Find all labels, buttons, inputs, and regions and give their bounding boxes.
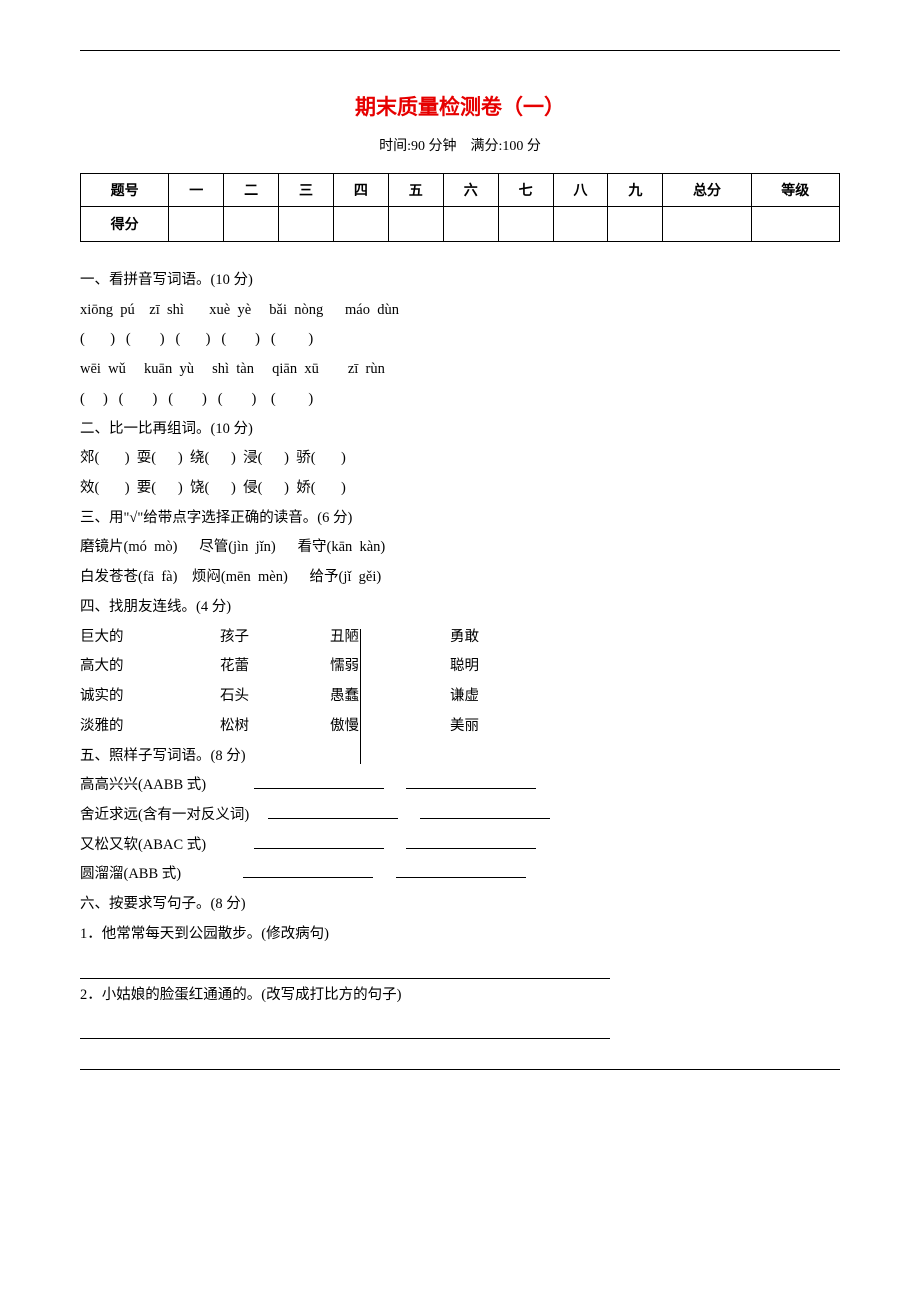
answer-line: [80, 1016, 610, 1039]
q6-item: 2．小姑娘的脸蛋红通通的。(改写成打比方的句子): [80, 981, 840, 1011]
score-cell: [224, 207, 279, 242]
exam-page: 期末质量检测卷（一） 时间:90 分钟 满分:100 分 题号 一 二 三 四 …: [0, 0, 920, 1302]
matching-cell: 石头: [220, 682, 330, 712]
matching-cell: 高大的: [80, 652, 220, 682]
score-cell: [169, 207, 224, 242]
matching-cell: 勇敢: [450, 623, 550, 653]
q2-row: 郊( ) 耍( ) 绕( ) 浸( ) 骄( ): [80, 444, 840, 474]
question-4: 四、找朋友连线。(4 分) 巨大的 孩子 丑陋 勇敢 高大的 花蕾 懦弱 聪明 …: [80, 593, 840, 742]
q5-label: 舍近求远(含有一对反义词): [80, 807, 249, 823]
score-value-row: 得分: [81, 207, 840, 242]
q5-label: 高高兴兴(AABB 式): [80, 777, 206, 793]
blank: [406, 774, 536, 789]
q1-paren-row: ( ) ( ) ( ) ( ) ( ): [80, 385, 840, 415]
score-table: 题号 一 二 三 四 五 六 七 八 九 总分 等级 得分: [80, 173, 840, 242]
blank: [254, 774, 384, 789]
q2-row: 效( ) 要( ) 饶( ) 侵( ) 娇( ): [80, 474, 840, 504]
matching-cell: 丑陋: [330, 623, 450, 653]
score-header-cell: 七: [498, 174, 553, 207]
score-header-cell: 二: [224, 174, 279, 207]
matching-divider: [360, 629, 361, 764]
matching-row: 诚实的 石头 愚蠢 谦虚: [80, 682, 840, 712]
q5-item: 高高兴兴(AABB 式): [80, 771, 840, 801]
blank: [254, 834, 384, 849]
q5-item: 圆溜溜(ABB 式): [80, 860, 840, 890]
score-header-cell: 一: [169, 174, 224, 207]
question-5: 五、照样子写词语。(8 分) 高高兴兴(AABB 式) 舍近求远(含有一对反义词…: [80, 742, 840, 891]
score-header-cell: 四: [333, 174, 388, 207]
score-cell: [751, 207, 839, 242]
matching-cell: 愚蠢: [330, 682, 450, 712]
q1-pinyin-row: wēi wǔ kuān yù shì tàn qiān xū zī rùn: [80, 355, 840, 385]
score-cell: [498, 207, 553, 242]
exam-subtitle: 时间:90 分钟 满分:100 分: [80, 135, 840, 155]
score-cell: [553, 207, 608, 242]
matching-cell: 淡雅的: [80, 712, 220, 742]
score-header-cell: 五: [388, 174, 443, 207]
matching-cell: 巨大的: [80, 623, 220, 653]
q3-heading: 三、用"√"给带点字选择正确的读音。(6 分): [80, 504, 840, 534]
q5-label: 又松又软(ABAC 式): [80, 837, 206, 853]
q5-heading: 五、照样子写词语。(8 分): [80, 742, 840, 772]
blank: [268, 804, 398, 819]
blank: [420, 804, 550, 819]
score-header-cell: 等级: [751, 174, 839, 207]
blank: [406, 834, 536, 849]
q6-heading: 六、按要求写句子。(8 分): [80, 890, 840, 920]
score-header-cell: 九: [608, 174, 663, 207]
blank: [243, 863, 373, 878]
matching-cell: 花蕾: [220, 652, 330, 682]
q6-item: 1．他常常每天到公园散步。(修改病句): [80, 920, 840, 950]
q5-item: 舍近求远(含有一对反义词): [80, 801, 840, 831]
matching-cell: 聪明: [450, 652, 550, 682]
matching-cell: 傲慢: [330, 712, 450, 742]
score-header-cell: 六: [443, 174, 498, 207]
matching-row: 高大的 花蕾 懦弱 聪明: [80, 652, 840, 682]
q1-paren-row: ( ) ( ) ( ) ( ) ( ): [80, 325, 840, 355]
matching-cell: 诚实的: [80, 682, 220, 712]
matching-cell: 谦虚: [450, 682, 550, 712]
score-cell: [279, 207, 334, 242]
matching-cell: 美丽: [450, 712, 550, 742]
question-2: 二、比一比再组词。(10 分) 郊( ) 耍( ) 绕( ) 浸( ) 骄( )…: [80, 415, 840, 504]
exam-title: 期末质量检测卷（一）: [80, 91, 840, 121]
matching-cell: 懦弱: [330, 652, 450, 682]
matching-row: 巨大的 孩子 丑陋 勇敢: [80, 623, 840, 653]
score-header-cell: 八: [553, 174, 608, 207]
bottom-rule: [80, 1069, 840, 1070]
score-cell: [333, 207, 388, 242]
score-cell: [608, 207, 663, 242]
score-cell: [388, 207, 443, 242]
q3-row: 磨镜片(mó mò) 尽管(jìn jǐn) 看守(kān kàn): [80, 533, 840, 563]
q1-heading: 一、看拼音写词语。(10 分): [80, 266, 840, 296]
q3-row: 白发苍苍(fā fà) 烦闷(mēn mèn) 给予(jǐ gěi): [80, 563, 840, 593]
top-rule: [80, 50, 840, 51]
answer-line: [80, 956, 610, 979]
score-cell: [663, 207, 751, 242]
matching-cell: 松树: [220, 712, 330, 742]
matching-block: 巨大的 孩子 丑陋 勇敢 高大的 花蕾 懦弱 聪明 诚实的 石头 愚蠢 谦虚 淡…: [80, 623, 840, 742]
score-header-row: 题号 一 二 三 四 五 六 七 八 九 总分 等级: [81, 174, 840, 207]
question-6: 六、按要求写句子。(8 分) 1．他常常每天到公园散步。(修改病句) 2．小姑娘…: [80, 890, 840, 1039]
q2-heading: 二、比一比再组词。(10 分): [80, 415, 840, 445]
blank: [396, 863, 526, 878]
q5-item: 又松又软(ABAC 式): [80, 831, 840, 861]
matching-cell: 孩子: [220, 623, 330, 653]
score-cell: [443, 207, 498, 242]
score-row-label: 得分: [81, 207, 169, 242]
matching-row: 淡雅的 松树 傲慢 美丽: [80, 712, 840, 742]
score-header-cell: 总分: [663, 174, 751, 207]
q4-heading: 四、找朋友连线。(4 分): [80, 593, 840, 623]
score-header-cell: 三: [279, 174, 334, 207]
q1-pinyin-row: xiōng pú zī shì xuè yè bǎi nòng máo dùn: [80, 296, 840, 326]
question-1: 一、看拼音写词语。(10 分) xiōng pú zī shì xuè yè b…: [80, 266, 840, 415]
question-3: 三、用"√"给带点字选择正确的读音。(6 分) 磨镜片(mó mò) 尽管(jì…: [80, 504, 840, 593]
score-header-cell: 题号: [81, 174, 169, 207]
q5-label: 圆溜溜(ABB 式): [80, 866, 181, 882]
